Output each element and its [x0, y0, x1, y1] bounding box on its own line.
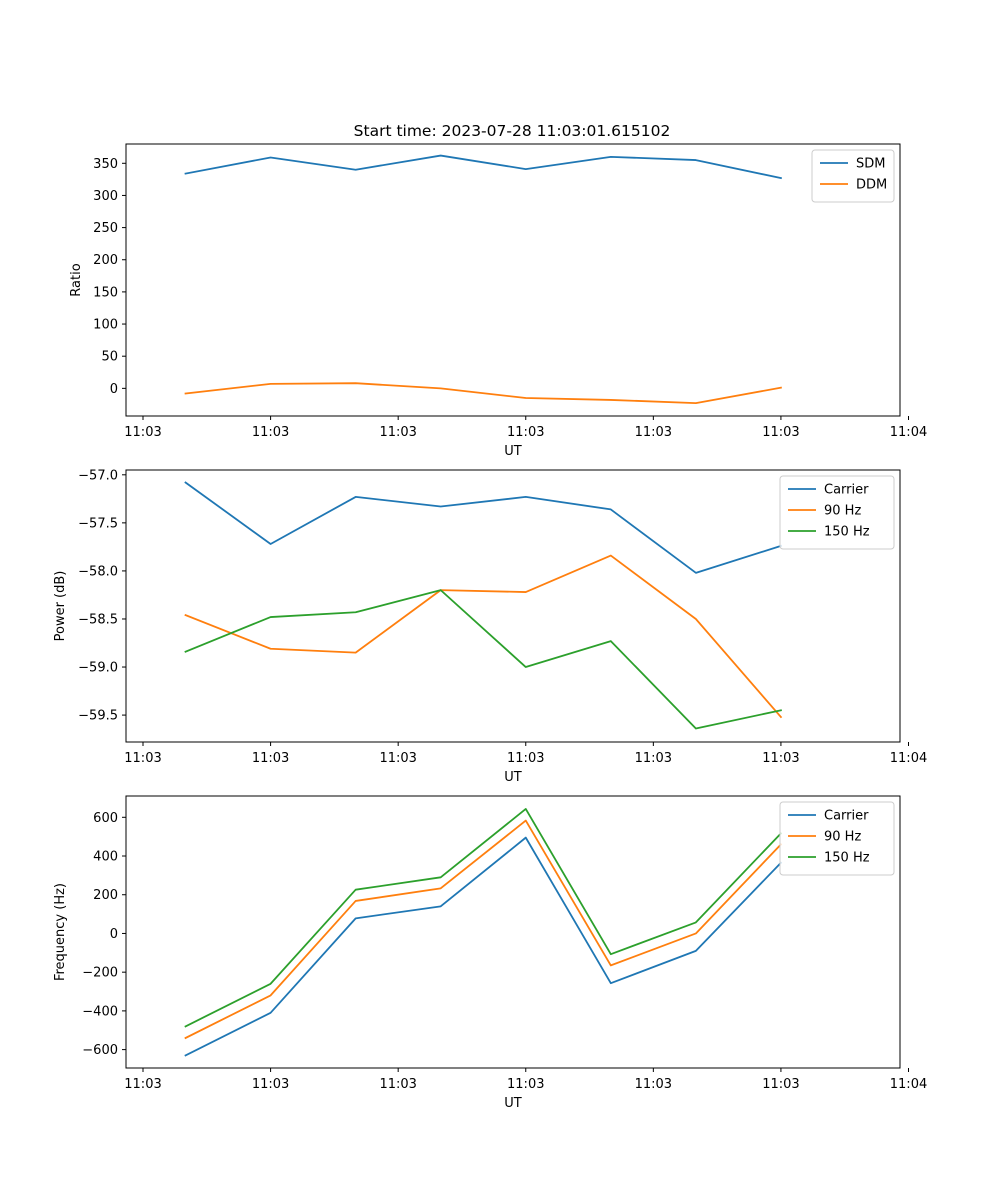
chart1-axes-frame — [125, 143, 901, 417]
chart3-y-tick-label: 200 — [93, 888, 118, 903]
chart1-x-tick-label: 11:03 — [379, 425, 416, 440]
chart2-legend-label-1: Carrier — [824, 483, 869, 498]
chart1-x-tick-label: 11:03 — [507, 425, 544, 440]
chart1-y-tick-label: 250 — [93, 221, 118, 236]
chart2-series-line-2 — [184, 554, 783, 719]
chart1-y-tick-label: 100 — [93, 318, 118, 333]
chart3-x-tick-label: 11:03 — [507, 1077, 544, 1092]
chart3-y-tick-label: −200 — [82, 966, 118, 981]
chart2-x-tick-label: 11:03 — [252, 751, 289, 766]
chart1-y-tick-label: 0 — [110, 382, 118, 397]
chart2-x-tick-label: 11:03 — [507, 751, 544, 766]
chart2-legend-label-2: 90 Hz — [824, 504, 861, 519]
chart2-y-tick-label: −57.5 — [78, 516, 118, 531]
chart2-series-line-1 — [184, 481, 783, 574]
chart3-x-tick-label: 11:04 — [890, 1077, 927, 1092]
chart1-legend-label-1: SDM — [856, 157, 885, 172]
chart3-legend-label-3: 150 Hz — [824, 851, 870, 866]
chart1-y-tick-label: 50 — [101, 350, 118, 365]
chart2-axes-frame — [125, 469, 901, 743]
chart1-x-tick-label: 11:03 — [124, 425, 161, 440]
chart1-x-tick-label: 11:03 — [762, 425, 799, 440]
chart2-x-tick-label: 11:04 — [890, 751, 927, 766]
chart2-y-tick-label: −58.0 — [78, 564, 118, 579]
chart2-y-tick-label: −57.0 — [78, 468, 118, 483]
chart1-x-tick-label: 11:04 — [890, 425, 927, 440]
chart1-x-tick-label: 11:03 — [252, 425, 289, 440]
chart3-series-line-2 — [184, 819, 783, 1040]
chart2-y-tick-label: −59.0 — [78, 661, 118, 676]
chart3-axes-frame — [125, 795, 901, 1069]
chart3-x-tick-label: 11:03 — [379, 1077, 416, 1092]
chart3-legend-label-2: 90 Hz — [824, 830, 861, 845]
chart2-y-tick-label: −58.5 — [78, 612, 118, 627]
chart3-series-line-3 — [184, 808, 783, 1028]
chart3-y-tick-label: −600 — [82, 1043, 118, 1058]
chart2-x-tick-label: 11:03 — [124, 751, 161, 766]
charts-container: 11:03 11:03 11:03 11:03 11:03 11:03 11:04 0 50 10… — [53, 143, 927, 1111]
chart1-legend-label-2: DDM — [856, 178, 887, 193]
chart1-series-line-2 — [184, 382, 782, 405]
chart2-x-axis-label: UT — [504, 770, 522, 785]
chart3-x-tick-label: 11:03 — [762, 1077, 799, 1092]
chart1-y-tick-label: 150 — [93, 285, 118, 300]
chart3-y-tick-label: −400 — [82, 1004, 118, 1019]
chart1-y-tick-label: 200 — [93, 253, 118, 268]
chart3-x-axis-label: UT — [504, 1096, 522, 1111]
chart2-y-tick-label: −59.5 — [78, 709, 118, 724]
chart3-x-tick-label: 11:03 — [252, 1077, 289, 1092]
chart1-y-tick-label: 300 — [93, 189, 118, 204]
chart3-y-axis-label: Frequency (Hz) — [53, 883, 68, 981]
chart3-series-line-1 — [184, 836, 783, 1057]
figure-title: Start time: 2023-07-28 11:03:01.615102 — [354, 122, 671, 140]
chart2-legend-label-3: 150 Hz — [824, 525, 870, 540]
chart3-x-tick-label: 11:03 — [635, 1077, 672, 1092]
chart3-y-tick-label: 400 — [93, 850, 118, 865]
chart1-x-axis-label: UT — [504, 444, 522, 459]
chart1-y-axis-label: Ratio — [69, 263, 84, 296]
chart3-x-tick-label: 11:03 — [124, 1077, 161, 1092]
chart2-y-axis-label: Power (dB) — [53, 571, 68, 642]
chart2-series-line-3 — [184, 589, 782, 730]
chart3-group: 11:03 11:03 11:03 11:03 11:03 11:03 11:04 −600 −… — [53, 795, 927, 1111]
chart1-legend: SDM DDM — [811, 149, 895, 203]
chart2-x-tick-label: 11:03 — [762, 751, 799, 766]
chart3-y-tick-label: 0 — [110, 927, 118, 942]
chart2-group: 11:03 11:03 11:03 11:03 11:03 11:03 11:04 −57.0… — [53, 468, 927, 785]
chart1-x-tick-label: 11:03 — [635, 425, 672, 440]
chart3-legend-label-1: Carrier — [824, 809, 869, 824]
chart1-y-tick-label: 350 — [93, 157, 118, 172]
chart2-x-tick-label: 11:03 — [379, 751, 416, 766]
chart1-group: 11:03 11:03 11:03 11:03 11:03 11:03 11:04 0 50 10… — [69, 143, 927, 459]
chart2-legend: Carrier 90 Hz 150 Hz — [779, 475, 895, 550]
chart3-legend: Carrier 90 Hz 150 Hz — [779, 801, 895, 876]
chart3-y-tick-label: 600 — [93, 811, 118, 826]
chart1-series-line-1 — [184, 154, 782, 180]
chart2-x-tick-label: 11:03 — [635, 751, 672, 766]
